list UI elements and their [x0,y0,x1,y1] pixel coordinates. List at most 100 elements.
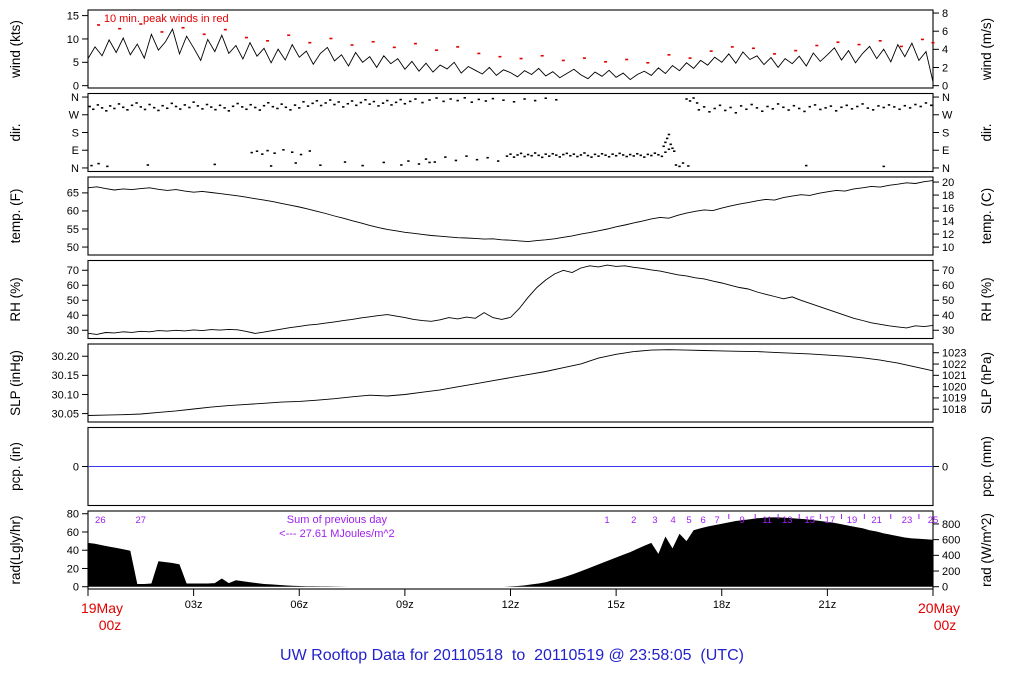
peak-point [878,40,882,42]
cumulative-mark: 7 [715,515,720,526]
cumulative-mark: 21 [871,515,882,526]
y-tick-label-left: 30.05 [51,408,79,420]
scatter-point [808,105,811,108]
scatter-point [166,107,169,110]
scatter-point [302,100,305,103]
scatter-point [273,152,276,154]
scatter-point [512,100,516,103]
y-tick-label-left: 0 [73,80,79,92]
y-tick-label-left: 5 [73,57,79,69]
scatter-point [669,143,672,146]
panel-label-left: wind (kts) [8,20,23,79]
scatter-point [355,104,358,107]
y-tick-label-left: 60 [67,206,79,218]
scatter-point [161,104,164,107]
scatter-point [502,99,505,101]
series-line [87,180,934,243]
series-line [87,264,934,335]
scatter-point [484,100,488,102]
panel-frame [87,176,934,256]
peak-point [308,41,312,44]
scatter-point [665,137,669,140]
y-tick-label-left: 15 [67,10,79,22]
scatter-point [660,155,664,158]
scatter-point [761,110,764,113]
scatter-point [657,153,660,156]
y-tick-label-right: 1018 [942,404,966,416]
scatter-point [245,108,248,111]
scatter-point [456,99,459,102]
scatter-point [692,97,695,99]
scatter-point [179,108,182,110]
y-tick-label-right: 16 [942,203,954,215]
panel-label-right: wind (m/s) [979,18,994,81]
scatter-point [372,100,376,103]
scatter-point [143,108,147,111]
series-line [87,349,934,416]
scatter-point [824,107,827,109]
scatter-point [266,149,269,152]
y-tick-label-left: 0 [73,461,79,473]
scatter-point [673,150,676,153]
scatter-point [214,108,217,111]
scatter-point [196,105,200,107]
scatter-point [625,155,628,158]
panel-label-left: RH (%) [8,277,23,321]
y-tick-label-right: 800 [942,519,960,531]
scatter-point [533,99,537,102]
scatter-point [555,154,558,156]
peak-point [625,58,629,61]
scatter-point [88,105,91,108]
y-tick-label-left: E [72,145,79,157]
scatter-point [267,101,270,104]
scatter-point [249,103,252,106]
scatter-point [139,106,143,108]
scatter-point [105,110,108,112]
y-tick-label-right: 20 [942,177,954,189]
scatter-point [908,107,912,109]
peak-point [223,28,227,31]
scatter-point [421,101,424,104]
scatter-point [505,155,509,157]
peak-point [202,33,206,36]
scatter-point [289,109,292,111]
scatter-point [919,105,922,108]
y-tick-label-right: 30 [942,325,954,337]
scatter-point [463,97,466,99]
scatter-point [734,112,738,114]
scatter-point [562,153,565,156]
scatter-point [213,163,216,166]
scatter-point [653,152,657,154]
peak-point [899,45,903,48]
peak-point [329,37,333,40]
scatter-point [117,103,121,105]
scatter-point [126,109,129,111]
y-tick-label-right: E [942,145,949,157]
peak-point [920,38,924,41]
scatter-point [512,156,516,158]
date-label-start: 19May [81,600,123,616]
chart-title: UW Rooftop Data for 20110518 to 20110519… [280,647,744,664]
scatter-point [586,154,590,157]
date-label-start: 00z [99,617,122,633]
peak-point [139,23,143,25]
peak-point [181,26,185,29]
cumulative-mark: 25 [928,515,939,526]
y-tick-label-left: 30.10 [51,389,79,401]
scatter-point [755,107,759,109]
peak-point [413,42,417,45]
peak-point [160,31,164,33]
y-tick-label-right: 1021 [942,370,966,382]
panel-label-right: rad (W/m^2) [979,513,994,587]
y-tick-label-left: 50 [67,295,79,307]
peak-point [688,57,692,59]
y-tick-label-right: 14 [942,216,954,228]
scatter-point [646,153,650,156]
y-tick-label-right: 1023 [942,348,966,360]
scatter-point [306,105,310,107]
scatter-point [877,105,880,107]
scatter-point [893,106,896,108]
